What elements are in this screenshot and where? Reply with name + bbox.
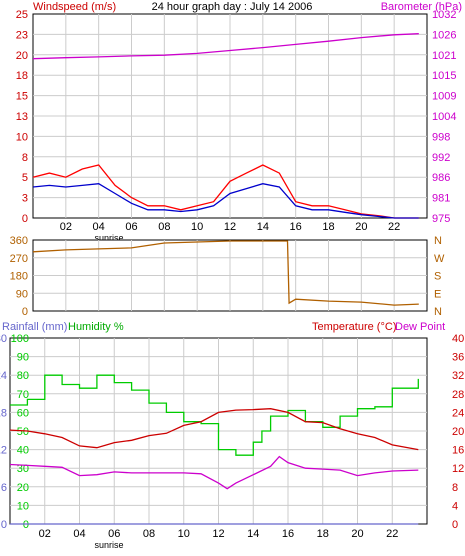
climate-x-tick: 22: [386, 528, 398, 540]
wind-left-y-tick: 8: [22, 152, 28, 164]
humidity-y-tick: 100: [11, 333, 29, 345]
wind-x-tick: 08: [158, 221, 170, 233]
dir-right-y-tick: W: [434, 253, 445, 265]
wind-x-tick: 02: [60, 221, 72, 233]
wind-right-y-tick: 981: [432, 193, 450, 205]
wind-x-tick: 18: [322, 221, 334, 233]
rain-y-tick: 18: [0, 407, 7, 419]
temperature-axis-title: Temperature (°C): [312, 321, 396, 333]
wind-left-y-tick: 20: [16, 50, 28, 62]
wind-left-y-tick: 23: [16, 29, 28, 41]
temp-right-y-tick: 32: [452, 370, 464, 382]
wind-x-tick: 12: [224, 221, 236, 233]
wind-right-y-tick: 1032: [432, 9, 456, 21]
rain-y-tick: 0: [1, 519, 7, 531]
climate-x-tick: 18: [317, 528, 329, 540]
temp-right-y-tick: 36: [452, 352, 464, 364]
humidity-axis-title: Humidity %: [68, 321, 124, 333]
humidity-y-tick: 60: [17, 407, 29, 419]
dir-left-y-tick: 270: [10, 253, 28, 265]
wind-left-y-tick: 0: [22, 213, 28, 225]
wind-series-barometer: [32, 33, 419, 60]
wind-right-y-tick: 975: [432, 213, 450, 225]
dir-left-y-tick: 0: [22, 306, 28, 318]
climate-series-dew_point: [9, 455, 419, 490]
temp-right-y-tick: 12: [452, 463, 464, 475]
humidity-y-tick: 10: [17, 500, 29, 512]
humidity-y-tick: 80: [17, 370, 29, 382]
wind-right-y-tick: 1015: [432, 70, 456, 82]
wind-right-y-tick: 1021: [432, 50, 456, 62]
temp-right-y-tick: 16: [452, 445, 464, 457]
climate-x-tick: 02: [39, 528, 51, 540]
humidity-y-tick: 70: [17, 389, 29, 401]
climate-series-temperature: [9, 408, 419, 451]
humidity-y-tick: 50: [17, 426, 29, 438]
wind-series-wind_speed: [32, 164, 419, 219]
wind-series-wind_avg: [32, 183, 419, 219]
windspeed-axis-title: Windspeed (m/s): [33, 1, 116, 13]
humidity-y-tick: 20: [17, 482, 29, 494]
wind-left-y-tick: 3: [22, 193, 28, 205]
wind-right-y-tick: 1009: [432, 91, 456, 103]
temp-right-y-tick: 8: [452, 482, 458, 494]
climate-x-tick: 10: [178, 528, 190, 540]
barometer-axis-title: Barometer (hPa): [381, 1, 462, 13]
temp-right-y-tick: 40: [452, 333, 464, 345]
climate-x-tick: 12: [212, 528, 224, 540]
wind-x-tick: 20: [355, 221, 367, 233]
humidity-y-tick: 40: [17, 445, 29, 457]
humidity-y-tick: 0: [23, 519, 29, 531]
rain-y-tick: 6: [1, 482, 7, 494]
wind-x-tick: 10: [191, 221, 203, 233]
humidity-y-tick: 30: [17, 463, 29, 475]
wind-right-y-tick: 986: [432, 172, 450, 184]
sunrise-label-top: sunrise: [94, 233, 123, 243]
wind-left-y-tick: 5: [22, 172, 28, 184]
climate-x-tick: 04: [73, 528, 85, 540]
wind-right-y-tick: 992: [432, 152, 450, 164]
wind-left-y-tick: 15: [16, 91, 28, 103]
wind-x-tick: 16: [290, 221, 302, 233]
humidity-y-tick: 90: [17, 352, 29, 364]
dir-left-y-tick: 180: [10, 271, 28, 283]
climate-x-tick: 14: [247, 528, 259, 540]
climate-x-tick: 20: [351, 528, 363, 540]
dir-right-y-tick: E: [434, 288, 441, 300]
temp-right-y-tick: 24: [452, 407, 464, 419]
dir-left-y-tick: 360: [10, 235, 28, 247]
wind-left-y-tick: 25: [16, 9, 28, 21]
rain-y-tick: 30: [0, 333, 7, 345]
climate-x-tick: 08: [143, 528, 155, 540]
dewpoint-axis-title: Dew Point: [395, 321, 445, 333]
chart-title: 24 hour graph day : July 14 2006: [152, 1, 313, 13]
temp-right-y-tick: 20: [452, 426, 464, 438]
rainfall-axis-title: Rainfall (mm): [2, 321, 67, 333]
wind-right-y-tick: 1026: [432, 29, 456, 41]
sunrise-label-bottom: sunrise: [94, 540, 123, 550]
wind-left-y-tick: 18: [16, 70, 28, 82]
wind-x-tick: 04: [93, 221, 105, 233]
wind-left-y-tick: 13: [16, 111, 28, 123]
climate-series-humidity: [10, 374, 419, 456]
temp-right-y-tick: 4: [452, 500, 458, 512]
climate-x-tick: 06: [108, 528, 120, 540]
direction-series: [32, 240, 419, 306]
dir-right-y-tick: N: [434, 235, 442, 247]
wind-right-y-tick: 1004: [432, 111, 456, 123]
wind-right-y-tick: 998: [432, 131, 450, 143]
dir-left-y-tick: 90: [16, 288, 28, 300]
climate-x-tick: 16: [282, 528, 294, 540]
wind-x-tick: 22: [388, 221, 400, 233]
wind-x-tick: 06: [125, 221, 137, 233]
rain-y-tick: 12: [0, 445, 7, 457]
dir-right-y-tick: N: [434, 306, 442, 318]
dir-right-y-tick: S: [434, 271, 441, 283]
wind-left-y-tick: 10: [16, 131, 28, 143]
rain-y-tick: 24: [0, 370, 7, 382]
temp-right-y-tick: 0: [452, 519, 458, 531]
temp-right-y-tick: 28: [452, 389, 464, 401]
wind-x-tick: 14: [257, 221, 269, 233]
